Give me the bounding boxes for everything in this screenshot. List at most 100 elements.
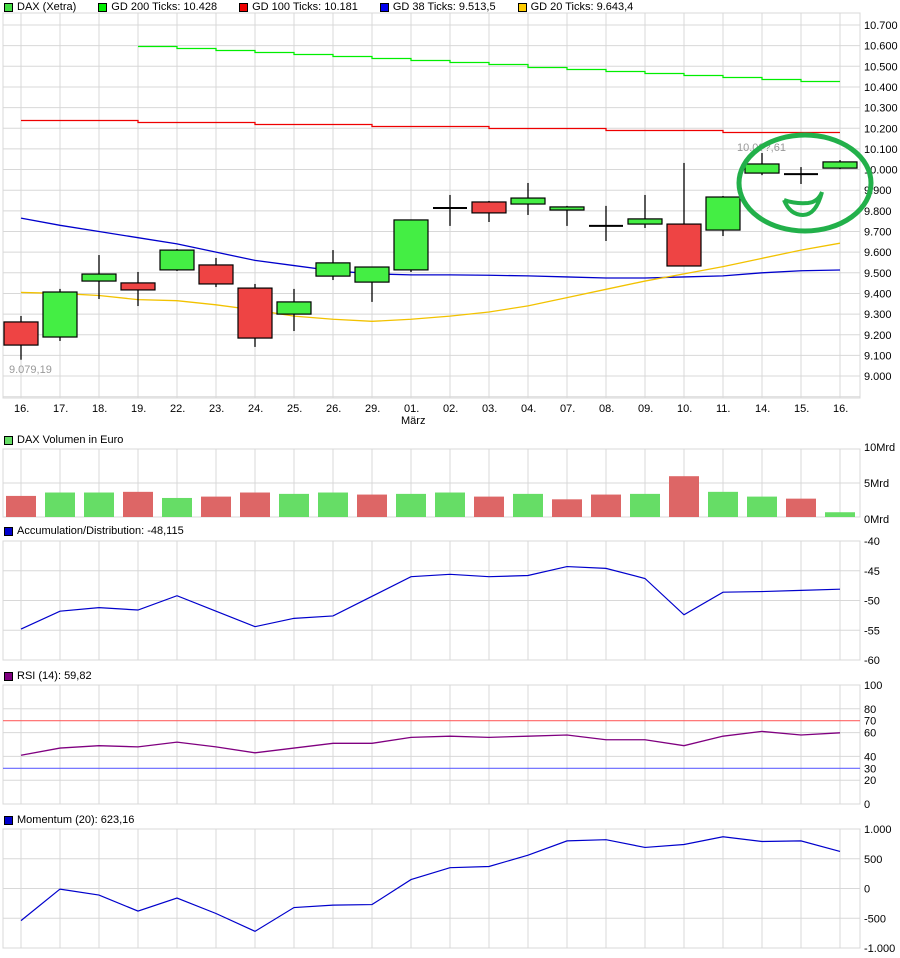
y-axis-tick: 9.500 xyxy=(864,268,892,280)
legend-item: DAX (Xetra) xyxy=(4,1,76,13)
y-axis-tick: 500 xyxy=(864,854,882,866)
legend-swatch-icon xyxy=(239,2,249,12)
candlestick xyxy=(198,257,234,288)
candlestick xyxy=(784,167,818,185)
x-axis-tick: 04. xyxy=(521,403,536,415)
moving-average-line xyxy=(138,45,840,83)
momentum-legend-label: Momentum (20): 623,16 xyxy=(17,814,135,826)
panel xyxy=(2,540,861,661)
candlestick xyxy=(81,255,117,300)
y-axis-tick: -50 xyxy=(864,596,880,608)
volume-bar xyxy=(240,492,270,517)
low-price-label: 9.079,19 xyxy=(9,364,52,376)
y-axis-tick: 40 xyxy=(864,751,876,763)
legend-item: GD 200 Ticks: 10.428 xyxy=(98,1,217,13)
legend-label: GD 100 Ticks: 10.181 xyxy=(252,1,358,13)
candlestick xyxy=(666,162,702,267)
y-axis-tick: 10Mrd xyxy=(864,442,895,454)
legend-label: GD 38 Ticks: 9.513,5 xyxy=(392,1,496,13)
main-legend: DAX (Xetra) GD 200 Ticks: 10.428 GD 100 Ti… xyxy=(4,0,655,14)
volume-bar xyxy=(318,492,348,517)
ad-line xyxy=(20,565,841,630)
x-axis-tick: 15. xyxy=(794,403,809,415)
x-axis-tick: 16. xyxy=(14,403,29,415)
volume-bar xyxy=(786,498,816,517)
y-axis-tick: 10.600 xyxy=(864,41,898,53)
candlestick xyxy=(589,205,623,241)
x-axis-tick: 24. xyxy=(248,403,263,415)
y-axis-tick: 70 xyxy=(864,716,876,728)
x-axis-tick: 22. xyxy=(170,403,185,415)
candlestick xyxy=(705,195,741,237)
y-axis-tick: -45 xyxy=(864,566,880,578)
y-axis-tick: 10.500 xyxy=(864,61,898,73)
y-axis-tick: 10.000 xyxy=(864,165,898,177)
y-axis-tick: 0 xyxy=(864,884,870,896)
volume-bar xyxy=(630,493,660,517)
candlestick xyxy=(315,250,351,281)
y-axis-tick: 9.000 xyxy=(864,371,892,383)
candlestick xyxy=(120,271,156,307)
candlestick xyxy=(276,288,312,332)
momentum-legend: Momentum (20): 623,16 xyxy=(4,813,134,827)
volume-bar xyxy=(669,476,699,517)
x-axis-tick: 19. xyxy=(131,403,146,415)
y-axis-tick: 9.800 xyxy=(864,206,892,218)
candlestick xyxy=(237,283,273,347)
x-axis-tick: 01. xyxy=(404,403,419,415)
smiley-annotation-icon xyxy=(736,132,874,234)
y-axis-tick: 0 xyxy=(864,799,870,811)
candlestick xyxy=(393,219,429,272)
x-axis-tick: 03. xyxy=(482,403,497,415)
volume-bar xyxy=(45,492,75,517)
y-axis-tick: 10.700 xyxy=(864,20,898,32)
x-axis-tick: 25. xyxy=(287,403,302,415)
y-axis-tick: -60 xyxy=(864,655,880,667)
candlestick xyxy=(510,182,546,215)
volume-bar xyxy=(435,492,465,517)
y-axis-tick: 1.000 xyxy=(864,824,892,836)
y-axis-tick: 9.100 xyxy=(864,350,892,362)
panel xyxy=(2,684,861,805)
volume-bar xyxy=(357,494,387,517)
legend-swatch-icon xyxy=(98,2,108,12)
momentum-line xyxy=(20,836,841,933)
y-axis-tick: 10.400 xyxy=(864,82,898,94)
candlestick xyxy=(3,315,39,360)
x-axis-tick: 26. xyxy=(326,403,341,415)
candlestick xyxy=(627,194,663,228)
x-axis-tick: 16. xyxy=(833,403,848,415)
volume-bar xyxy=(6,495,36,517)
volume-bar xyxy=(747,496,777,517)
legend-label: DAX (Xetra) xyxy=(17,1,77,13)
moving-average-line xyxy=(21,119,840,134)
gd20-line xyxy=(20,242,841,322)
candlestick xyxy=(744,153,780,176)
volume-bar xyxy=(474,496,504,517)
y-axis-tick: -40 xyxy=(864,536,880,548)
rsi-line xyxy=(20,730,841,756)
candlestick xyxy=(433,194,467,226)
volume-bar xyxy=(591,494,621,517)
volume-bar xyxy=(279,493,309,517)
volume-bar xyxy=(84,492,114,517)
volume-bar xyxy=(825,512,855,517)
legend-swatch-icon xyxy=(379,2,389,12)
volume-bar xyxy=(396,493,426,517)
volume-bar xyxy=(123,491,153,517)
rsi-swatch-icon xyxy=(4,671,13,681)
y-axis-tick: 0Mrd xyxy=(864,514,889,526)
volume-bar xyxy=(201,496,231,517)
volume-swatch-icon xyxy=(4,435,13,445)
y-axis-tick: 30 xyxy=(864,763,876,775)
x-axis-tick: 29. xyxy=(365,403,380,415)
rsi-legend-label: RSI (14): 59,82 xyxy=(17,670,92,682)
legend-item: GD 20 Ticks: 9.643,4 xyxy=(517,1,633,13)
y-axis-tick: 9.200 xyxy=(864,330,892,342)
volume-bar xyxy=(708,491,738,517)
panel xyxy=(2,828,861,949)
y-axis-tick: 9.600 xyxy=(864,247,892,259)
legend-label: GD 200 Ticks: 10.428 xyxy=(111,1,218,13)
legend-swatch-icon xyxy=(517,2,527,12)
x-axis-tick: 23. xyxy=(209,403,224,415)
